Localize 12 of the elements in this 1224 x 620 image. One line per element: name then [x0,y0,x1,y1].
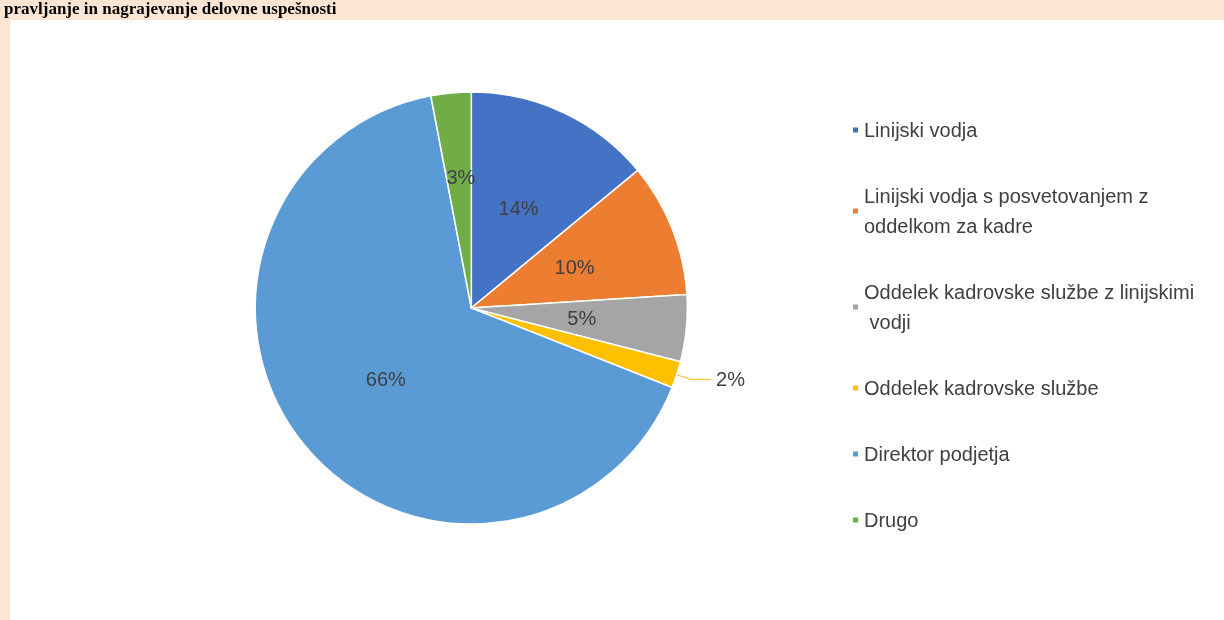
legend-label: Linijski vodja s posvetovanjem z oddelkom za kadre [864,185,1155,237]
legend-label: Direktor podjetja [864,443,1011,465]
legend-label: Oddelek kadrovske službe [864,377,1099,399]
data-label: 2% [716,368,746,391]
legend-label: Drugo [864,509,919,531]
legend-label: Oddelek kadrovske službe z linijskimi vodji [864,281,1195,333]
chart-title: pravljanje in nagrajevanje delovne uspešnosti [4,0,337,18]
legend-label: Linijski vodja [864,119,979,141]
data-label: 14% [498,196,539,219]
data-label: 66% [365,367,407,390]
data-label: 5% [567,307,597,330]
data-label: 10% [554,256,595,279]
